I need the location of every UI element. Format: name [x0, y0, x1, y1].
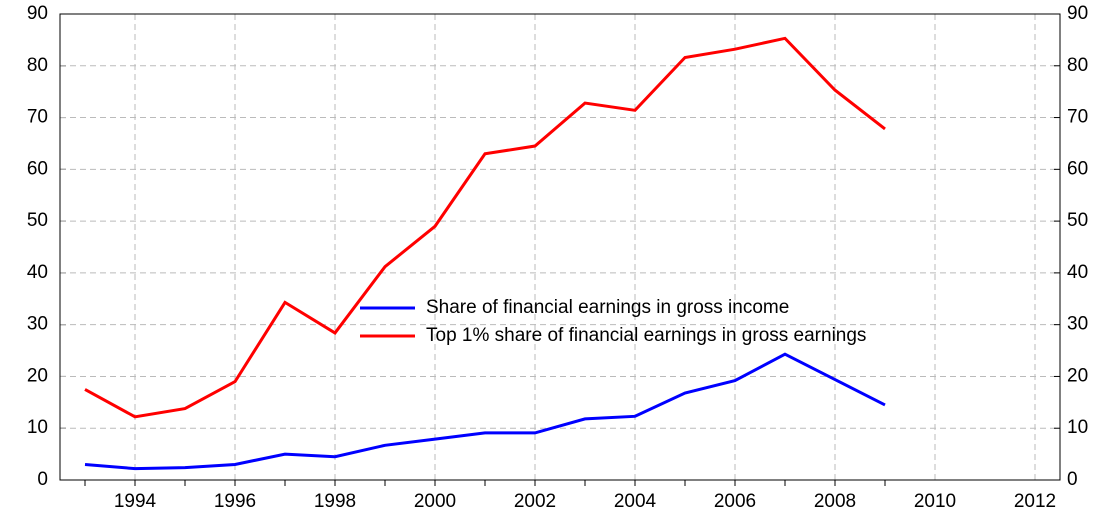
y-tick-label: 60 — [27, 158, 48, 179]
x-tick-label: 2004 — [614, 491, 657, 512]
x-tick-label: 2012 — [1014, 491, 1056, 512]
y-tick-label: 70 — [27, 107, 48, 128]
x-tick-label: 1996 — [214, 491, 256, 512]
x-tick-label: 1998 — [314, 491, 356, 512]
x-tick-label: 2000 — [414, 491, 456, 512]
y-tick-label: 0 — [37, 469, 48, 490]
x-tick-label: 1994 — [114, 491, 157, 512]
series-line — [84, 352, 886, 471]
y2-tick-label: 60 — [1067, 158, 1088, 179]
x-tick-label: 2006 — [714, 491, 756, 512]
y2-tick-label: 70 — [1067, 107, 1088, 128]
y2-tick-label: 30 — [1067, 314, 1088, 335]
y2-tick-label: 20 — [1067, 365, 1088, 386]
y-tick-label: 50 — [27, 210, 48, 231]
y2-tick-label: 40 — [1067, 262, 1088, 283]
y-tick-label: 40 — [27, 262, 48, 283]
y2-tick-label: 80 — [1067, 55, 1088, 76]
legend-label: Share of financial earnings in gross inc… — [426, 297, 789, 318]
series-line — [84, 36, 886, 419]
y-tick-label: 30 — [27, 314, 48, 335]
y-tick-label: 20 — [27, 365, 48, 386]
y-tick-label: 80 — [27, 55, 48, 76]
x-tick-label: 2010 — [914, 491, 956, 512]
y2-tick-label: 0 — [1067, 469, 1078, 490]
x-tick-label: 2002 — [514, 491, 556, 512]
x-tick-label: 2008 — [814, 491, 856, 512]
y2-tick-label: 90 — [1067, 3, 1088, 24]
y-tick-label: 90 — [27, 3, 48, 24]
plot-frame — [59, 13, 1061, 481]
y2-tick-label: 10 — [1067, 417, 1088, 438]
y2-tick-label: 50 — [1067, 210, 1088, 231]
legend-label: Top 1% share of financial earnings in gr… — [426, 325, 866, 346]
y-tick-label: 10 — [27, 417, 48, 438]
